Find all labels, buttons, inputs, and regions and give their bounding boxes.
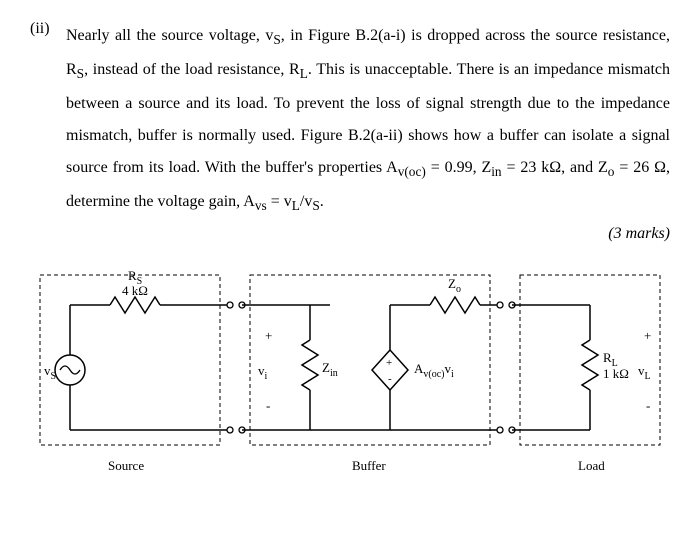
zo-label: Zo — [448, 276, 461, 295]
minus-sign: - — [646, 398, 650, 413]
terminal-icon — [227, 302, 233, 308]
source-box — [40, 275, 220, 445]
plus-sign: + — [265, 328, 272, 343]
rl-resistor-icon — [582, 340, 598, 390]
source-caption: Source — [108, 458, 144, 473]
zin-resistor-icon — [302, 340, 318, 390]
problem-block: (ii) Nearly all the source voltage, vS, … — [30, 20, 670, 219]
problem-number: (ii) — [30, 20, 66, 38]
minus-sign: - — [388, 373, 392, 385]
problem-text: Nearly all the source voltage, vS, in Fi… — [66, 20, 670, 219]
rs-value: 4 kΩ — [122, 283, 148, 298]
vl-label: vL — [638, 363, 651, 382]
terminal-icon — [497, 427, 503, 433]
circuit-diagram: vS RS 4 kΩ + vi - Zin + - Av(oc)vi Zo RL — [30, 255, 670, 500]
terminal-icon — [497, 302, 503, 308]
terminal-icon — [227, 427, 233, 433]
vs-label: vS — [44, 363, 56, 382]
load-caption: Load — [578, 458, 605, 473]
rs-resistor-icon — [110, 297, 160, 313]
plus-sign: + — [644, 328, 651, 343]
buffer-box — [250, 275, 490, 445]
minus-sign: - — [266, 398, 270, 413]
zin-label: Zin — [322, 360, 338, 379]
zo-resistor-icon — [430, 297, 480, 313]
sine-icon — [60, 366, 80, 374]
marks-label: (3 marks) — [30, 225, 670, 243]
avoc-label: Av(oc)vi — [414, 361, 454, 380]
rl-value: 1 kΩ — [603, 366, 629, 381]
vi-label: vi — [258, 363, 268, 382]
buffer-caption: Buffer — [352, 458, 386, 473]
plus-sign: + — [386, 357, 392, 369]
